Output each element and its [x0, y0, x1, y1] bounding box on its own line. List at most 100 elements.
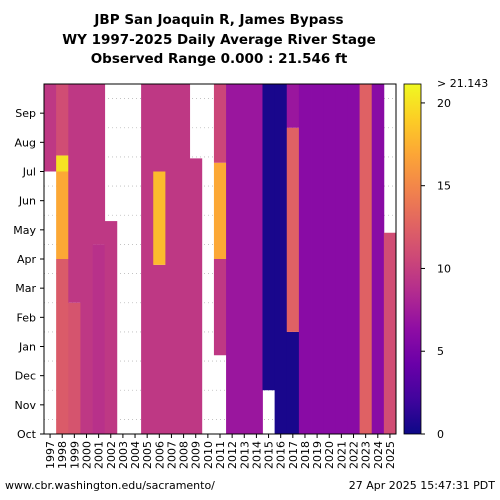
colorbar-tick-5: 5	[421, 345, 444, 358]
x-tick-label-2023: 2023	[360, 441, 373, 469]
y-tick-label-jul: Jul	[22, 166, 36, 179]
cell-2022-0	[347, 84, 360, 434]
x-tick-label-1999: 1999	[68, 441, 81, 469]
x-tick-label-2005: 2005	[141, 441, 154, 469]
x-tick-2003: 2003	[117, 434, 130, 469]
y-tick-label-jun: Jun	[18, 195, 36, 208]
y-tick-label-jan: Jan	[18, 341, 36, 354]
y-tick-label-feb: Feb	[17, 311, 36, 324]
colorbar-max-label: > 21.143	[437, 77, 488, 90]
cell-2006-0	[153, 264, 166, 434]
y-tick-sep: Sep	[15, 107, 44, 120]
x-tick-label-2001: 2001	[93, 441, 106, 469]
x-tick-label-2006: 2006	[153, 441, 166, 469]
cell-2005-0	[141, 84, 154, 434]
colorbar-gradient	[403, 83, 422, 435]
cell-1998-1	[56, 171, 69, 259]
x-tick-2022: 2022	[348, 434, 361, 469]
y-tick-label-sep: Sep	[15, 107, 36, 120]
x-tick-2023: 2023	[360, 434, 373, 469]
colorbar-tick-label-20: 20	[437, 97, 451, 110]
cell-2009-0	[189, 158, 203, 435]
x-tick-2011: 2011	[214, 434, 227, 469]
cell-2002-0	[104, 221, 118, 434]
cell-1998-2	[56, 155, 69, 172]
y-tick-label-apr: Apr	[17, 253, 37, 266]
cell-2017-0	[286, 331, 300, 434]
colorbar-tick-label-10: 10	[437, 262, 451, 275]
title-line-3: Observed Range 0.000 : 21.546 ft	[91, 51, 348, 67]
x-tick-label-2019: 2019	[311, 441, 324, 469]
y-tick-jul: Jul	[22, 166, 44, 179]
x-tick-2018: 2018	[299, 434, 312, 469]
colorbar-tick-15: 15	[421, 180, 451, 193]
cell-2018-0	[298, 84, 312, 434]
x-tick-label-1998: 1998	[56, 441, 69, 469]
x-tick-2024: 2024	[372, 434, 385, 469]
x-tick-2004: 2004	[129, 434, 142, 469]
cell-2023-0	[359, 84, 373, 434]
x-tick-1997: 1997	[44, 434, 57, 469]
cell-2001-1	[92, 84, 106, 245]
x-tick-label-2003: 2003	[117, 441, 130, 469]
x-tick-label-2025: 2025	[384, 441, 397, 469]
x-tick-label-2022: 2022	[348, 441, 361, 469]
y-tick-label-oct: Oct	[17, 428, 37, 441]
cell-2007-0	[165, 84, 178, 434]
y-tick-dec: Dec	[15, 370, 44, 383]
cell-1998-0	[56, 259, 69, 434]
x-tick-label-2014: 2014	[250, 441, 263, 469]
x-tick-label-2002: 2002	[105, 441, 118, 469]
title-line-2: WY 1997-2025 Daily Average River Stage	[62, 32, 376, 48]
x-tick-2009: 2009	[190, 434, 203, 469]
y-tick-jan: Jan	[18, 341, 44, 354]
x-tick-2007: 2007	[165, 434, 178, 469]
colorbar-tick-10: 10	[421, 262, 451, 275]
colorbar: > 21.143 0 5 10 15 20	[403, 77, 488, 441]
cell-2013-0	[238, 84, 251, 434]
x-tick-label-2007: 2007	[165, 441, 178, 469]
footer-timestamp: 27 Apr 2025 15:47:31 PDT	[349, 479, 496, 492]
footer-source: www.cbr.washington.edu/sacramento/	[5, 479, 215, 492]
colorbar-tick-label-0: 0	[437, 428, 444, 441]
cell-2017-1	[286, 127, 300, 332]
x-tick-2014: 2014	[250, 434, 263, 469]
cell-1999-0	[68, 302, 81, 434]
x-tick-label-2021: 2021	[335, 441, 348, 469]
cell-2021-0	[335, 84, 348, 434]
cell-2019-0	[311, 84, 324, 434]
x-tick-label-2004: 2004	[129, 441, 142, 469]
cell-1997-0	[44, 84, 57, 172]
x-tick-2016: 2016	[275, 434, 288, 469]
colorbar-tick-0: 0	[421, 428, 444, 441]
x-tick-2013: 2013	[238, 434, 251, 469]
cell-2016-0	[274, 84, 288, 434]
y-tick-aug: Aug	[15, 136, 44, 149]
x-tick-label-2015: 2015	[263, 441, 276, 469]
cell-2020-0	[323, 84, 336, 434]
colorbar-tick-label-15: 15	[437, 180, 451, 193]
x-tick-label-1997: 1997	[44, 441, 57, 469]
x-tick-2006: 2006	[153, 434, 166, 469]
x-tick-label-2011: 2011	[214, 441, 227, 469]
y-tick-label-aug: Aug	[15, 136, 36, 149]
cell-2000-0	[80, 84, 93, 434]
x-tick-label-2018: 2018	[299, 441, 312, 469]
x-tick-1999: 1999	[68, 434, 81, 469]
x-tick-label-2009: 2009	[190, 441, 203, 469]
cell-2011-1	[213, 162, 227, 259]
y-tick-label-may: May	[13, 224, 36, 237]
x-tick-label-2017: 2017	[287, 441, 300, 469]
colorbar-tick-label-5: 5	[437, 345, 444, 358]
cell-2001-0	[92, 244, 106, 434]
cell-2012-0	[226, 84, 239, 434]
title-line-1: JBP San Joaquin R, James Bypass	[93, 12, 343, 28]
y-tick-label-dec: Dec	[15, 370, 36, 383]
x-tick-label-2010: 2010	[202, 441, 215, 469]
x-tick-label-2024: 2024	[372, 441, 385, 469]
y-tick-feb: Feb	[17, 311, 44, 324]
x-tick-label-2008: 2008	[178, 441, 191, 469]
y-tick-label-mar: Mar	[15, 282, 36, 295]
x-tick-label-2000: 2000	[80, 441, 93, 469]
